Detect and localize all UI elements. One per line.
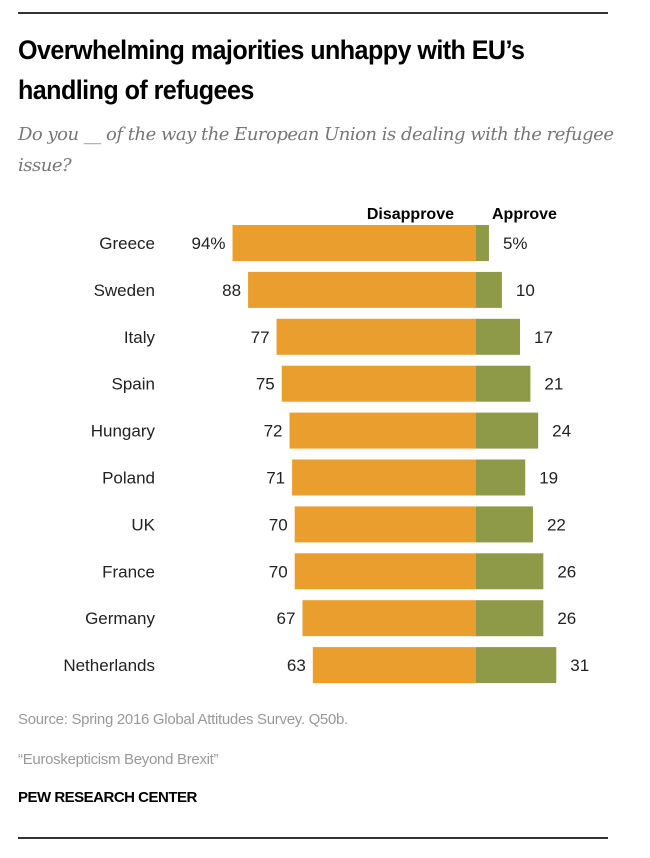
data-label-approve: 21 <box>544 375 563 394</box>
bar-disapprove <box>302 600 476 637</box>
bar-approve <box>476 506 533 543</box>
data-label-approve: 31 <box>570 656 589 675</box>
data-label-approve: 5% <box>503 234 528 253</box>
org-name: PEW RESEARCH CENTER <box>18 789 197 806</box>
legend-disapprove: Disapprove <box>367 206 454 223</box>
category-label: Netherlands <box>63 656 155 675</box>
top-rule <box>18 12 608 14</box>
bar-disapprove <box>312 647 476 684</box>
data-label-approve: 22 <box>547 515 566 534</box>
category-label: Greece <box>99 234 155 253</box>
category-label: Poland <box>102 469 155 488</box>
chart-subtitle: Do you __ of the way the European Union … <box>18 124 614 176</box>
bar-disapprove <box>294 506 476 543</box>
bar-disapprove <box>281 365 476 402</box>
data-label-approve: 17 <box>534 328 553 347</box>
category-label: France <box>102 562 155 581</box>
bar-approve <box>476 318 521 355</box>
category-label: Sweden <box>94 281 155 300</box>
chart-title: Overwhelming majorities unhappy with EU’… <box>18 35 525 105</box>
data-label-approve: 26 <box>557 562 576 581</box>
bar-disapprove <box>294 553 476 590</box>
data-label-disapprove: 72 <box>264 422 283 441</box>
bar-approve <box>476 412 539 449</box>
bar-approve <box>476 459 526 496</box>
bar-disapprove <box>292 459 476 496</box>
bar-approve <box>476 365 531 402</box>
data-label-disapprove: 70 <box>269 562 288 581</box>
category-label: Hungary <box>91 422 156 441</box>
bar-disapprove <box>232 225 476 261</box>
bar-approve <box>476 553 544 590</box>
bar-approve <box>476 271 502 308</box>
bar-approve <box>476 600 544 637</box>
data-label-disapprove: 67 <box>277 609 296 628</box>
report-title: “Euroskepticism Beyond Brexit” <box>18 751 219 768</box>
data-label-approve: 26 <box>557 609 576 628</box>
legend-approve: Approve <box>492 206 557 223</box>
data-label-approve: 19 <box>539 469 558 488</box>
category-label: Italy <box>124 328 156 347</box>
data-label-approve: 24 <box>552 422 571 441</box>
data-label-disapprove: 71 <box>266 469 285 488</box>
data-label-disapprove: 63 <box>287 656 306 675</box>
bar-approve <box>476 225 489 261</box>
bar-disapprove <box>248 271 476 308</box>
data-label-disapprove: 75 <box>256 375 275 394</box>
source-note: Source: Spring 2016 Global Attitudes Sur… <box>18 711 348 728</box>
bar-disapprove <box>276 318 476 355</box>
bar-disapprove <box>289 412 476 449</box>
category-label: Germany <box>85 609 155 628</box>
bar-chart: Disapprove Approve Greece 94% 5% Sweden 88 10 It… <box>63 206 589 684</box>
bottom-rule <box>18 837 608 839</box>
data-label-disapprove: 88 <box>222 281 241 300</box>
bar-approve <box>476 647 557 684</box>
category-label: Spain <box>112 375 155 394</box>
data-label-disapprove: 94% <box>192 234 226 253</box>
category-label: UK <box>131 515 155 534</box>
data-label-disapprove: 77 <box>251 328 270 347</box>
data-label-approve: 10 <box>516 281 535 300</box>
data-label-disapprove: 70 <box>269 515 288 534</box>
